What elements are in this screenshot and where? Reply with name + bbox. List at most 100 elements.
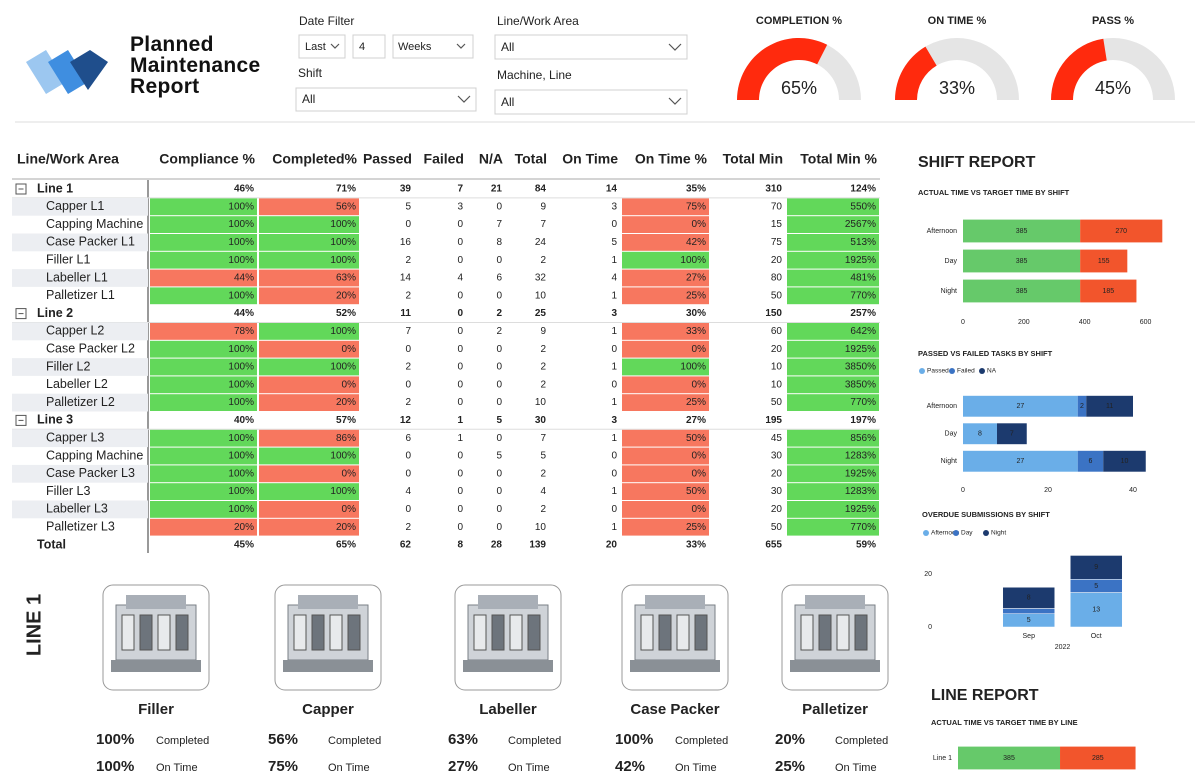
machine-part [473, 614, 487, 651]
category-label: Night [941, 458, 957, 465]
dropdown-last[interactable] [298, 34, 346, 59]
cell-highlight [622, 340, 709, 358]
chart-title: PASSED VS FAILED TASKS BY SHIFT [918, 349, 1053, 358]
cell: 10 [535, 290, 547, 301]
dropdown-machine[interactable] [494, 89, 688, 115]
bar-segment [1070, 555, 1123, 580]
row-label: Capping Machine [46, 448, 143, 462]
machine-part [527, 614, 541, 651]
cell: 24 [535, 237, 547, 248]
cell-highlight [150, 429, 257, 447]
cell-highlight [622, 376, 709, 394]
machine-part [509, 614, 523, 651]
machine-part [800, 614, 814, 651]
cell: 0 [496, 486, 502, 497]
cell-highlight [150, 216, 257, 233]
cell: 100% [228, 397, 254, 408]
dropdown-value: Weeks [398, 41, 432, 53]
cell-highlight [259, 287, 359, 305]
legend-swatch [919, 368, 925, 374]
gauge-value-label: 65% [781, 78, 817, 98]
cell: 0% [692, 344, 707, 355]
cell: 1 [611, 326, 617, 337]
category-label: Night [941, 288, 957, 295]
machine-top [126, 595, 186, 609]
data-label: 27 [1016, 403, 1024, 410]
x-axis-label: 2022 [1055, 644, 1071, 651]
cell: 28 [491, 540, 503, 551]
category-label: Oct [1091, 633, 1102, 640]
cell: 1 [611, 486, 617, 497]
cell-highlight [150, 465, 257, 483]
row-band [12, 233, 148, 252]
cell-highlight [259, 465, 359, 483]
cell-highlight [150, 323, 257, 340]
dropdown-line[interactable] [494, 34, 688, 60]
stat-label: Completed [675, 735, 728, 747]
cell: 33% [686, 326, 706, 337]
cell: 100% [680, 255, 706, 266]
cell: 10 [535, 397, 547, 408]
machine-part [658, 614, 672, 651]
cell: 20 [606, 540, 618, 551]
cell: 62 [400, 540, 412, 551]
cell: 100% [228, 468, 254, 479]
cell: 3 [457, 201, 463, 212]
cell: 2567% [845, 219, 876, 230]
stat-label: On Time [835, 762, 877, 774]
machine-part [694, 614, 708, 651]
input-count[interactable] [352, 34, 386, 59]
cell: 8 [496, 237, 502, 248]
cell: 20 [771, 468, 783, 479]
cell: 27% [686, 415, 706, 426]
cell: 30 [535, 415, 547, 426]
cell: 20% [336, 397, 356, 408]
data-label: 270 [1115, 228, 1127, 235]
cell: 6 [405, 433, 411, 444]
dropdown-shift[interactable] [295, 87, 477, 112]
data-label: 155 [1098, 258, 1110, 265]
stat-label: Completed [835, 735, 888, 747]
cell: 0% [692, 504, 707, 515]
cell-highlight [150, 447, 257, 465]
cell: 770% [850, 522, 876, 533]
dropdown-unit[interactable] [392, 34, 474, 59]
cell-highlight [622, 447, 709, 465]
cell-highlight [150, 234, 257, 251]
cell-highlight [787, 251, 879, 269]
cell: 44% [234, 273, 254, 284]
cell: 11 [400, 308, 411, 319]
cell: 0 [457, 255, 463, 266]
cell: 4 [540, 486, 546, 497]
cell-highlight [259, 501, 359, 518]
stat-value: 100% [96, 758, 134, 775]
dropdown-value: 4 [359, 41, 365, 53]
cell: 56% [336, 201, 356, 212]
gauge-title: PASS % [1092, 15, 1134, 27]
cell: 2 [496, 308, 502, 319]
cell: 2 [540, 344, 546, 355]
cell-highlight [787, 483, 879, 500]
cell: 195 [765, 415, 782, 426]
cell-highlight [787, 358, 879, 376]
cell: 0% [342, 468, 357, 479]
bar-segment [1002, 587, 1055, 609]
cell: 1283% [845, 486, 876, 497]
column-header: Total Min % [800, 151, 877, 167]
bar-segment [1060, 746, 1136, 770]
cell: 0 [496, 255, 502, 266]
cell: 20 [771, 344, 783, 355]
cell: 2 [540, 468, 546, 479]
cell: 5 [405, 201, 411, 212]
legend-label: Night [991, 530, 1006, 537]
row-label: Case Packer L1 [46, 235, 135, 249]
cell: 100% [228, 219, 254, 230]
legend-label: Afternoon [931, 530, 960, 537]
cell: 100% [330, 326, 356, 337]
column-header: Total Min [723, 151, 783, 167]
cell: 40% [234, 415, 254, 426]
column-header: Line/Work Area [17, 151, 119, 167]
data-label: 285 [1092, 755, 1104, 762]
cell: 2 [405, 397, 411, 408]
row-band [12, 464, 148, 483]
